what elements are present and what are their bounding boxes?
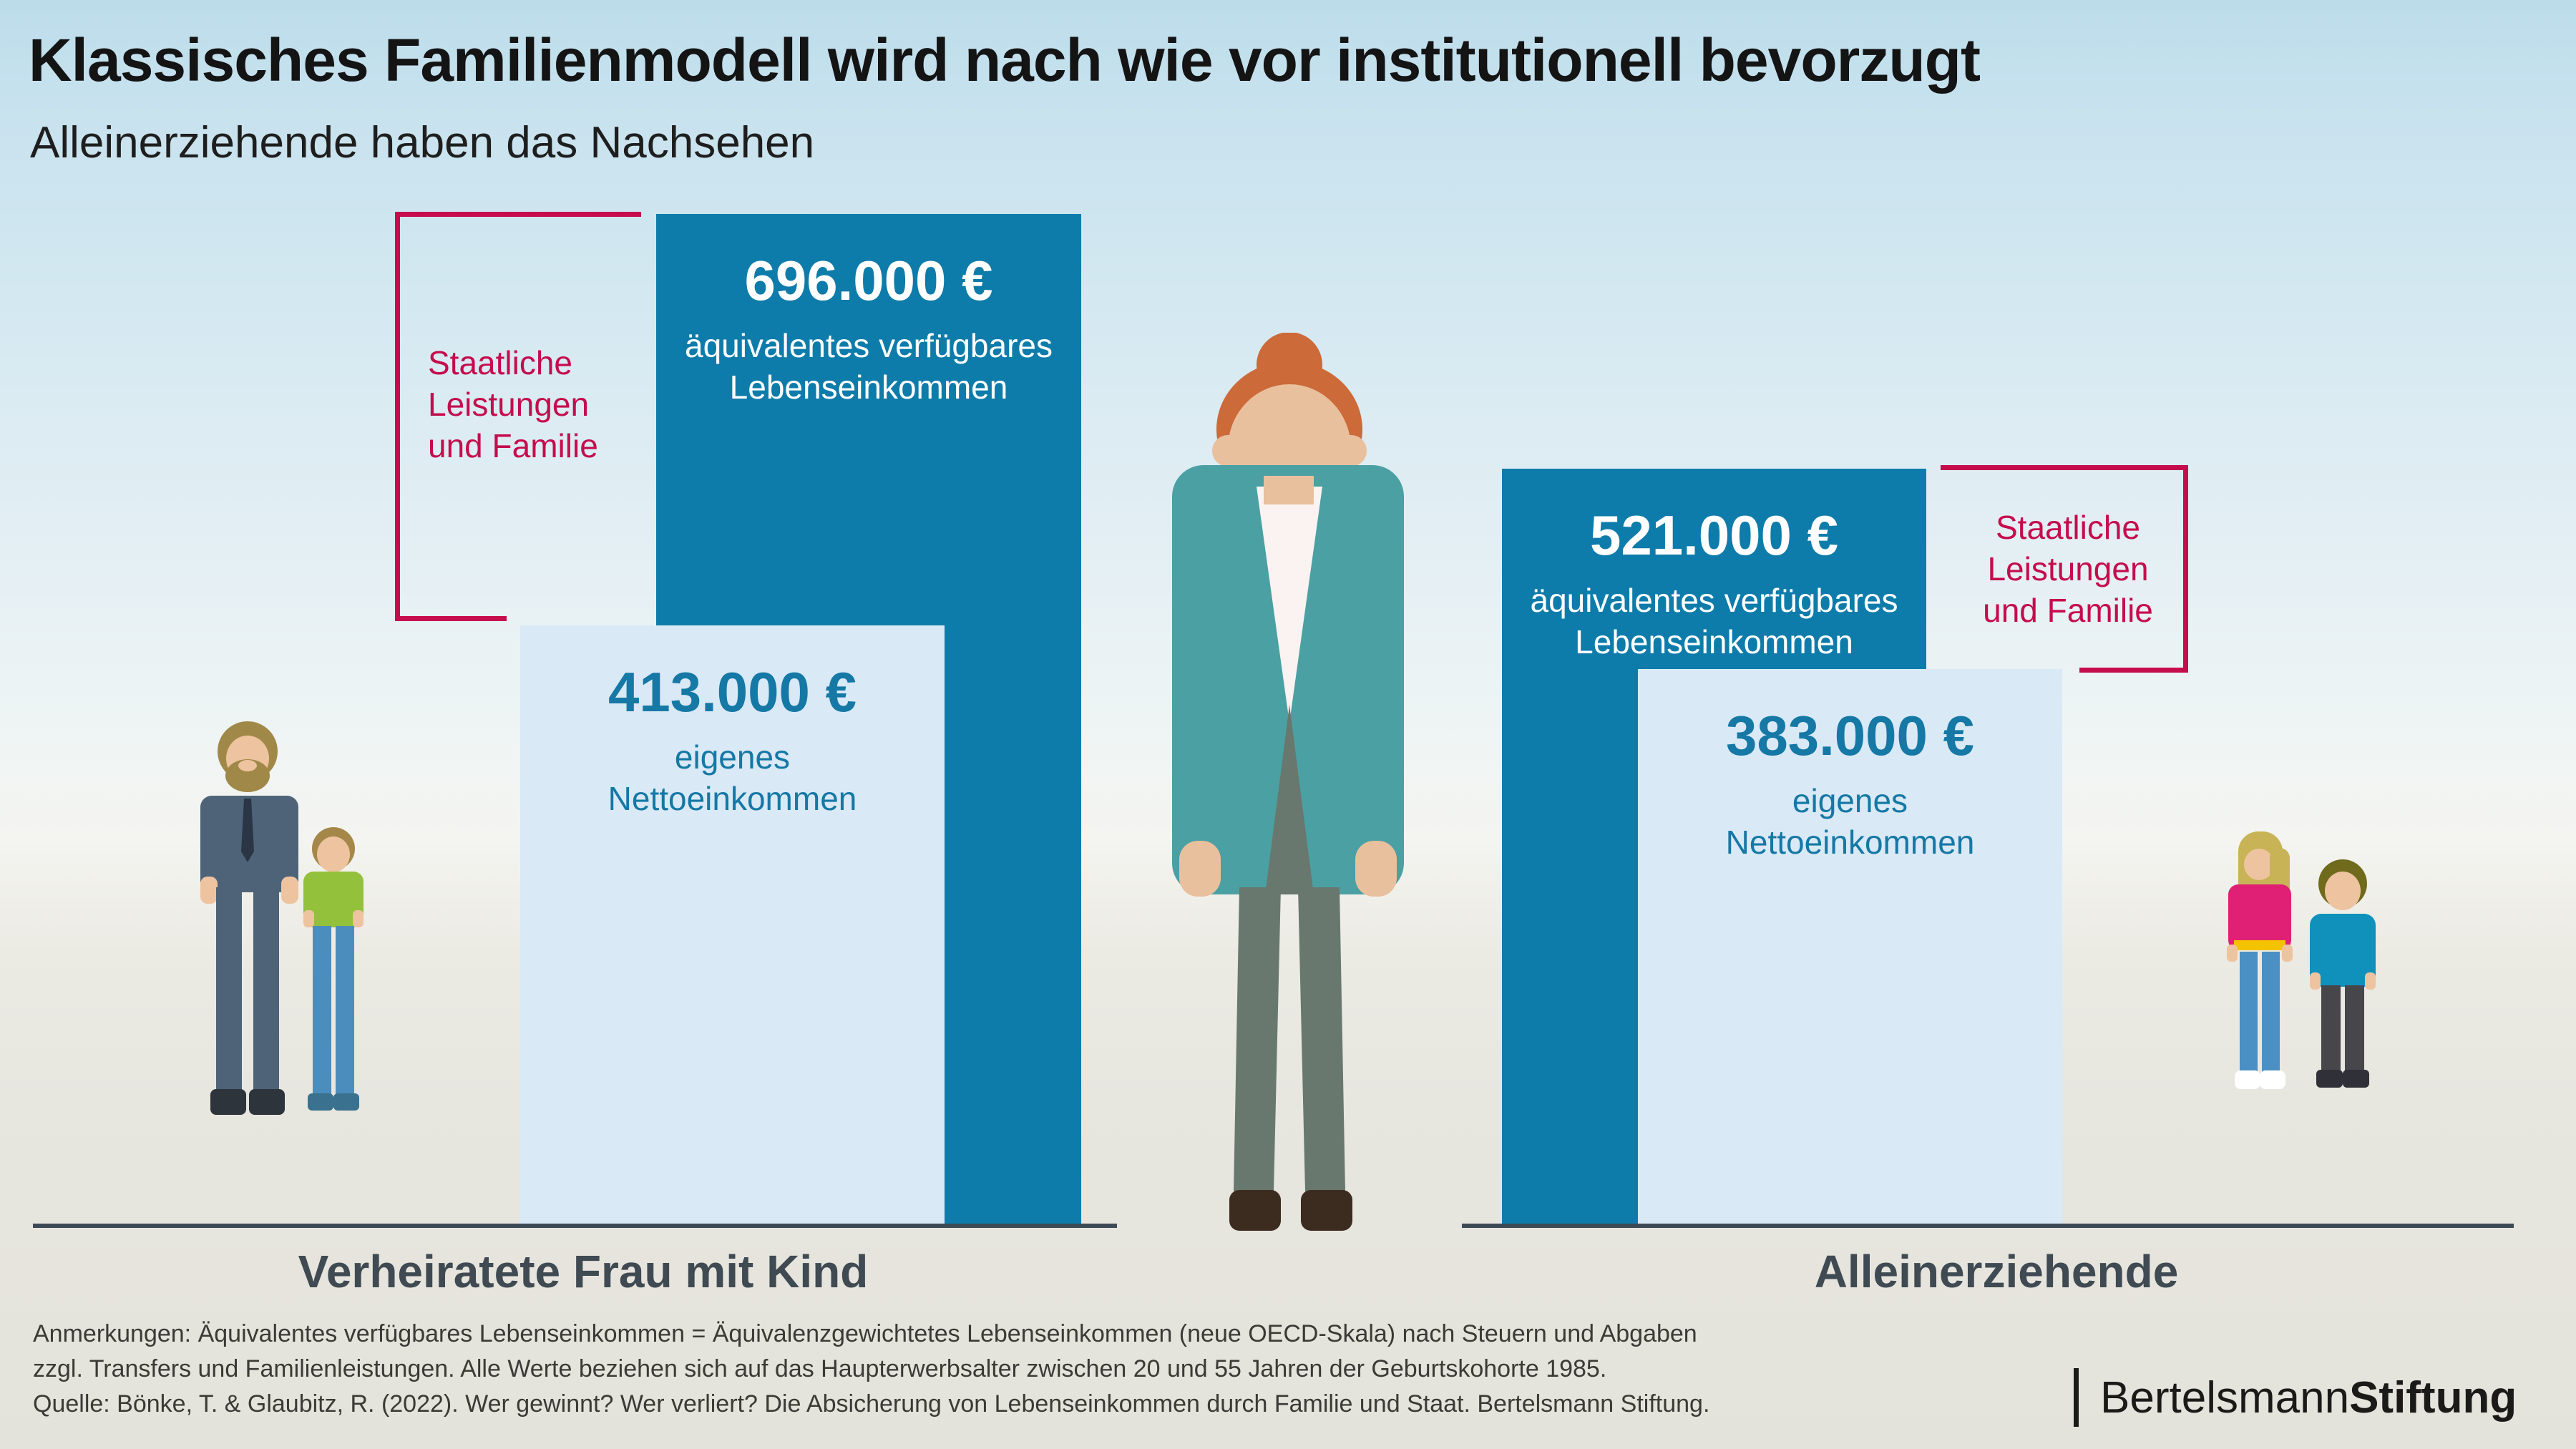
bar-value: 696.000 € <box>744 249 993 312</box>
logo-brand-regular: Bertelsmann <box>2100 1372 2350 1423</box>
bertelsmann-stiftung-logo: BertelsmannStiftung <box>2074 1368 2517 1427</box>
bar-label: äquivalentes verfügbares Lebenseinkommen <box>1530 582 1898 660</box>
father-with-child-icon <box>190 716 372 1120</box>
bracket-right-bottom-line <box>2079 668 2188 673</box>
bar-label: eigenes Nettoeinkommen <box>1725 782 1975 861</box>
axis-line-right <box>1462 1224 2514 1228</box>
bracket-label-state-benefits-right: Staatliche Leistungen und Familie <box>1983 509 2153 629</box>
bar-value: 413.000 € <box>608 660 857 723</box>
logo-text: BertelsmannStiftung <box>2100 1372 2517 1423</box>
footnote-line-2: zzgl. Transfers und Familienleistungen. … <box>33 1355 1607 1382</box>
category-label-single-parent: Alleinerziehende <box>1814 1246 2179 1297</box>
footnote-line-3: Quelle: Bönke, T. & Glaubitz, R. (2022).… <box>33 1390 1710 1418</box>
bar-label: eigenes Nettoeinkommen <box>608 738 857 817</box>
page-title: Klassisches Familienmodell wird nach wie… <box>29 26 1981 94</box>
bracket-label-state-benefits-left: Staatliche Leistungen und Familie <box>428 344 598 464</box>
bracket-left-top-line <box>395 212 641 217</box>
bar-single-parent-net-income: 383.000 € eigenes Nettoeinkommen <box>1638 669 2062 1226</box>
bar-label: äquivalentes verfügbares Lebenseinkommen <box>685 327 1053 406</box>
bracket-left-bottom-line <box>395 616 507 621</box>
girl-and-boy-icon <box>2217 830 2389 1095</box>
bracket-right-vertical-line <box>2183 465 2188 673</box>
logo-brand-bold: Stiftung <box>2349 1372 2517 1423</box>
bar-value: 383.000 € <box>1725 704 1974 767</box>
woman-icon <box>1166 333 1410 1234</box>
footnotes: Anmerkungen: Äquivalentes verfügbares Le… <box>33 1317 1709 1422</box>
axis-line-left <box>33 1224 1117 1228</box>
bracket-left-vertical-line <box>395 212 400 621</box>
footnote-line-1: Anmerkungen: Äquivalentes verfügbares Le… <box>33 1320 1697 1347</box>
bracket-right-top-line <box>1941 465 2188 470</box>
page-subtitle: Alleinerziehende haben das Nachsehen <box>30 118 815 167</box>
bar-married-net-income: 413.000 € eigenes Nettoeinkommen <box>520 625 945 1226</box>
logo-divider-bar <box>2074 1368 2079 1427</box>
bar-value: 521.000 € <box>1589 504 1838 567</box>
category-label-married-woman: Verheiratete Frau mit Kind <box>298 1246 869 1297</box>
